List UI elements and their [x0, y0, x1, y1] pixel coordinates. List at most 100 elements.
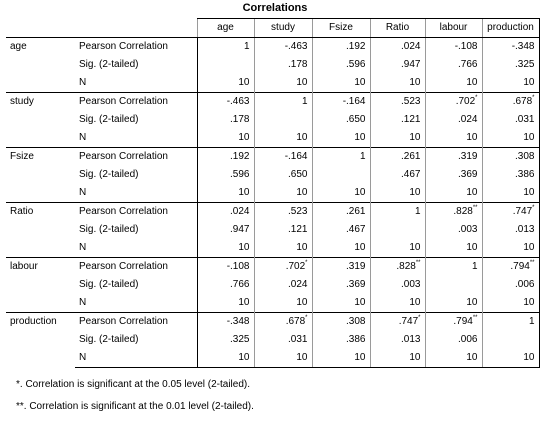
significance-marker: * — [305, 260, 308, 266]
cell-value: 10 — [523, 187, 535, 198]
cell-value: .650 — [346, 114, 366, 125]
table-cell: 10 — [424, 239, 482, 258]
table-cell: 10 — [311, 294, 370, 313]
cell-value: .596 — [346, 59, 366, 70]
table-cell: 10 — [369, 129, 425, 148]
table-cell: .766 — [424, 56, 482, 74]
table-cell: -.463 — [253, 37, 312, 56]
cell-value: .678 — [285, 316, 306, 327]
significance-marker: ** — [415, 260, 421, 266]
footnote: **. Correlation is significant at the 0.… — [16, 401, 254, 412]
cell-value: .828 — [396, 261, 416, 272]
table-cell: .828** — [369, 257, 425, 276]
statistic-label: Sig. (2-tailed) — [79, 59, 139, 70]
table-cell: 10 — [196, 239, 254, 258]
statistic-label: Sig. (2-tailed) — [79, 224, 139, 235]
cell-value: 10 — [296, 77, 308, 88]
table-cell: .178 — [253, 56, 312, 74]
row-variable-label: Fsize — [6, 147, 75, 203]
cell-value: -.348 — [511, 41, 535, 52]
cell-value: 10 — [354, 132, 366, 143]
table-cell: .794** — [424, 312, 482, 331]
cell-value: .024 — [230, 206, 250, 217]
table-cell: .369 — [424, 166, 482, 184]
cell-value: -.164 — [284, 151, 308, 162]
cell-value: 10 — [238, 352, 250, 363]
table-cell: .121 — [369, 111, 425, 129]
table-cell: .261 — [369, 147, 425, 166]
table-cell: 10 — [481, 129, 540, 148]
cell-value: 10 — [296, 187, 308, 198]
table-cell: .325 — [481, 56, 540, 74]
table-row: study Pearson Correlation -.463 1 -.164 .523.… — [6, 92, 540, 148]
statistic-label: Pearson Correlation — [75, 37, 197, 56]
table-cell: 10 — [253, 349, 312, 368]
table-cell: .024 — [196, 202, 254, 221]
cell-value: -.463 — [284, 41, 308, 52]
cell-value: .024 — [458, 114, 478, 125]
table-cell: .308 — [481, 147, 540, 166]
cell-value: .523 — [401, 96, 421, 107]
cell-value: .006 — [458, 334, 478, 345]
cell-value: .308 — [515, 151, 535, 162]
correlations-table: age study Fsize Ratio labour production … — [6, 18, 540, 368]
cell-value: .794 — [453, 316, 473, 327]
table-cell — [424, 276, 482, 294]
table-cell: 10 — [369, 184, 425, 203]
table-cell: 10 — [196, 184, 254, 203]
statistic-label: Pearson Correlation — [75, 92, 197, 111]
cell-value: .766 — [458, 59, 478, 70]
table-cell: .261 — [311, 202, 370, 221]
significance-marker: * — [475, 95, 478, 101]
table-cell — [481, 331, 540, 349]
table-cell: .003 — [424, 221, 482, 239]
column-header: Ratio — [369, 18, 425, 38]
statistic-label: Sig. (2-tailed) — [79, 334, 139, 345]
cell-value: 10 — [523, 77, 535, 88]
table-cell: .319 — [424, 147, 482, 166]
cell-value: 1 — [528, 316, 535, 327]
cell-value: .947 — [230, 224, 250, 235]
cell-value: .794 — [510, 261, 530, 272]
table-row: N 10 10 10 10 10 10 — [6, 74, 540, 93]
cell-value: .006 — [515, 279, 535, 290]
table-cell: -.164 — [311, 92, 370, 111]
statistic-label: N — [75, 349, 197, 368]
table-cell: 1 — [481, 312, 540, 331]
cell-value: .261 — [401, 151, 421, 162]
table-cell: 10 — [369, 239, 425, 258]
table-cell: .596 — [196, 166, 254, 184]
table-cell: 10 — [481, 239, 540, 258]
table-row: age Pearson Correlation 1 -.463 .192 .024 -.10… — [6, 37, 540, 93]
table-cell: 10 — [253, 184, 312, 203]
table-cell: 1 — [311, 147, 370, 166]
statistic-label: Pearson Correlation — [75, 147, 197, 166]
cell-value: 10 — [409, 187, 421, 198]
table-cell — [369, 221, 425, 239]
significance-marker: * — [532, 95, 535, 101]
table-cell: .178 — [196, 111, 254, 129]
table-cell: .596 — [311, 56, 370, 74]
cell-value: 10 — [354, 242, 366, 253]
statistic-label: Pearson Correlation — [75, 202, 197, 221]
table-cell: .702* — [424, 92, 482, 111]
table-cell: .747* — [481, 202, 540, 221]
table-cell: .678* — [481, 92, 540, 111]
cell-value: .003 — [458, 224, 478, 235]
cell-value: .947 — [401, 59, 421, 70]
table-cell: 1 — [196, 37, 254, 56]
table-cell: 10 — [481, 349, 540, 368]
cell-value: -.108 — [454, 41, 478, 52]
table-row: Sig. (2-tailed) .947 .121 .467 .003 .013 — [6, 221, 540, 239]
cell-value: 10 — [238, 242, 250, 253]
cell-value: .319 — [346, 261, 366, 272]
table-row: Sig. (2-tailed) .596 .650 .467 .369 .386 — [6, 166, 540, 184]
table-cell — [196, 56, 254, 74]
table-cell: .006 — [424, 331, 482, 349]
cell-value: 10 — [409, 132, 421, 143]
table-cell: 10 — [369, 74, 425, 93]
table-cell: .319 — [311, 257, 370, 276]
cell-value: .467 — [346, 224, 366, 235]
row-variable-label: labour — [6, 257, 75, 313]
table-cell: .828** — [424, 202, 482, 221]
